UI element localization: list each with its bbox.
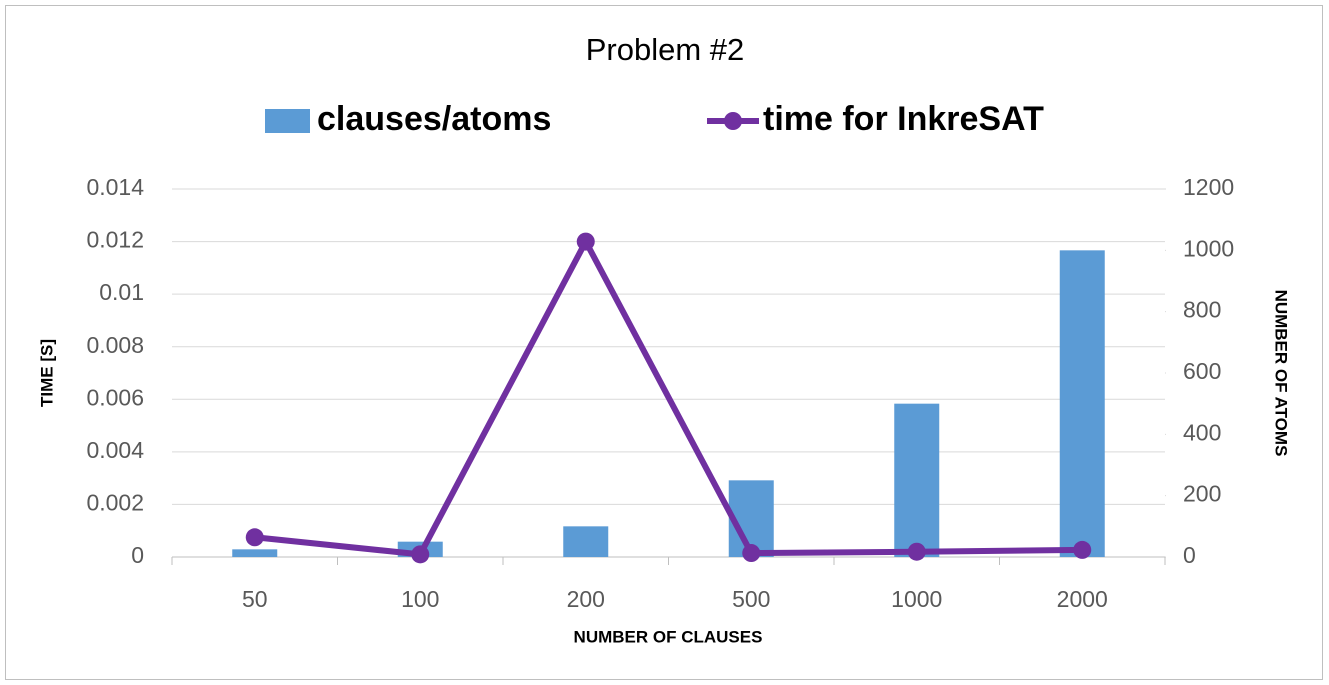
y-tick-label: 0.01 — [99, 279, 144, 305]
marker — [742, 544, 761, 563]
x-tick-label: 1000 — [891, 586, 942, 612]
legend-swatch — [265, 109, 310, 133]
x-tick-label: 100 — [401, 586, 439, 612]
y2-tick-label: 1000 — [1183, 235, 1234, 261]
x-tick-label: 2000 — [1057, 586, 1108, 612]
bar — [563, 526, 609, 557]
y2-axis-label: NUMBER OF ATOMS — [1272, 290, 1291, 457]
bar — [894, 403, 940, 557]
bar — [232, 549, 278, 557]
legend-marker — [724, 112, 742, 130]
chart-frame — [5, 5, 1323, 680]
x-tick-label: 200 — [567, 586, 605, 612]
y2-tick-label: 1200 — [1183, 174, 1234, 200]
marker — [245, 528, 264, 547]
y-axis-label: TIME [S] — [37, 339, 56, 407]
y-tick-label: 0.008 — [86, 332, 144, 358]
marker — [907, 542, 926, 561]
y2-tick-label: 600 — [1183, 358, 1221, 384]
y2-tick-label: 200 — [1183, 481, 1221, 507]
chart-title: Problem #2 — [586, 32, 745, 67]
y2-tick-label: 400 — [1183, 419, 1221, 445]
x-tick-label: 50 — [242, 586, 268, 612]
y-tick-label: 0.002 — [86, 490, 144, 516]
line — [254, 238, 1083, 558]
y-tick-label: 0.014 — [86, 174, 144, 200]
y2-tick-label: 800 — [1183, 297, 1221, 323]
legend-label: time for InkreSAT — [763, 100, 1044, 138]
marker — [1073, 540, 1092, 559]
y-tick-label: 0 — [131, 542, 144, 568]
marker — [411, 545, 430, 564]
y-tick-label: 0.006 — [86, 384, 144, 410]
y2-tick-label: 0 — [1183, 542, 1196, 568]
legend-label: clauses/atoms — [317, 100, 551, 138]
y-tick-label: 0.012 — [86, 227, 144, 253]
x-tick-label: 500 — [732, 586, 770, 612]
marker — [576, 232, 595, 251]
bar — [1059, 250, 1105, 558]
y-tick-label: 0.004 — [86, 437, 144, 463]
x-axis-label: NUMBER OF CLAUSES — [574, 627, 763, 646]
